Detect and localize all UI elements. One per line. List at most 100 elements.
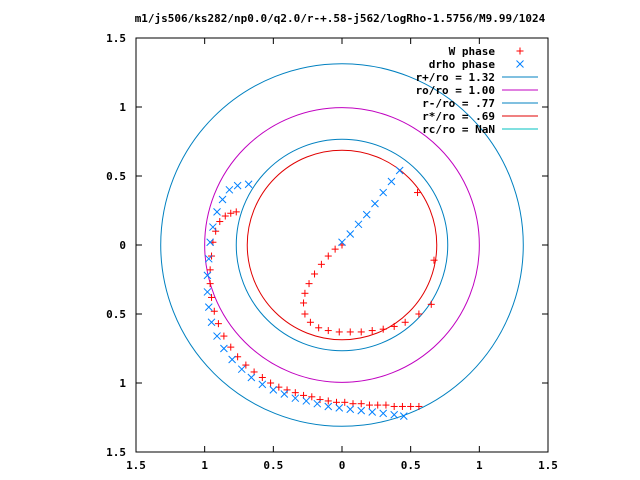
y-tick-label-5: 1 xyxy=(119,377,126,390)
w-phase-point-41 xyxy=(379,325,387,333)
x-tick-label-6: 1.5 xyxy=(538,459,558,472)
drho-phase-point-5 xyxy=(346,405,355,414)
w-phase-point-38 xyxy=(415,310,423,318)
w-phase-point-59 xyxy=(430,256,438,264)
drho-phase-point-24 xyxy=(206,238,215,247)
w-phase-point-40 xyxy=(390,322,398,330)
y-tick-label-1: 1 xyxy=(119,101,126,114)
drho-phase-point-2 xyxy=(379,409,388,418)
w-phase-point-11 xyxy=(324,397,332,405)
w-phase-point-18 xyxy=(267,379,275,387)
w-phase-point-5 xyxy=(374,401,382,409)
legend-label-0: W phase xyxy=(449,45,496,58)
w-phase-point-27 xyxy=(208,293,216,301)
w-phase-point-7 xyxy=(357,400,365,408)
drho-phase-point-17 xyxy=(220,344,228,353)
legend-entry-4: r-/ro = .77 xyxy=(422,97,538,110)
w-phase-point-52 xyxy=(305,280,313,288)
w-phase-point-3 xyxy=(390,402,398,410)
drho-phase-point-34 xyxy=(362,210,371,219)
w-phase-point-13 xyxy=(308,393,316,401)
drho-phase-point-19 xyxy=(207,318,216,327)
reference-rings xyxy=(160,63,524,427)
axes: 1.5 1 0.5 0 0.5 1 1.51.510.500.511.5 xyxy=(106,32,558,472)
drho-phase-point-6 xyxy=(335,403,344,412)
w-phase-point-42 xyxy=(368,327,376,335)
w-phase-point-44 xyxy=(346,328,354,336)
legend-label-3: ro/ro = 1.00 xyxy=(416,84,495,97)
drho-phase-point-31 xyxy=(338,238,346,247)
drho-phase-point-7 xyxy=(324,402,333,411)
w-phase-point-36 xyxy=(232,208,240,216)
w-phase-point-23 xyxy=(227,343,235,351)
drho-phase-point-32 xyxy=(346,230,355,238)
drho-phase-point-35 xyxy=(371,199,379,208)
legend-label-6: rc/ro = NaN xyxy=(422,123,495,136)
w-phase-point-50 xyxy=(300,299,308,307)
drho-phase-point-30 xyxy=(244,180,253,189)
drho-phase-point-12 xyxy=(269,386,278,394)
w-phase-point-46 xyxy=(324,327,332,335)
drho-phase-point-10 xyxy=(291,394,300,403)
legend-marker-1 xyxy=(516,60,524,68)
legend-entry-0: W phase xyxy=(449,45,524,58)
drho-phase-point-26 xyxy=(213,208,221,216)
w-phase-point-21 xyxy=(242,361,250,369)
drho-phase-point-27 xyxy=(218,195,227,204)
y-tick-label-2: 0.5 xyxy=(106,170,126,183)
w-phase-point-9 xyxy=(341,398,349,406)
x-tick-label-5: 1 xyxy=(476,459,483,472)
w-phase-point-49 xyxy=(301,310,309,318)
w-phase-point-16 xyxy=(283,386,291,394)
drho-phase-point-37 xyxy=(387,177,396,186)
legend-label-1: drho phase xyxy=(429,58,496,71)
drho-phase-point-0 xyxy=(399,412,408,420)
ring-3 xyxy=(204,107,480,383)
x-tick-label-1: 1 xyxy=(201,459,208,472)
w-phase-point-35 xyxy=(227,209,235,217)
w-phase-point-39 xyxy=(401,318,409,326)
drho-phase-point-1 xyxy=(390,410,399,419)
drho-phase-point-38 xyxy=(395,166,404,175)
drho-phase-point-15 xyxy=(237,365,246,374)
x-tick-label-3: 0 xyxy=(339,459,346,472)
drho-phase-point-22 xyxy=(203,271,212,280)
drho-phase-point-3 xyxy=(368,408,377,416)
w-phase-point-1 xyxy=(407,402,415,410)
drho-phase-point-25 xyxy=(209,223,217,231)
w-phase-point-45 xyxy=(335,328,343,336)
w-phase-point-15 xyxy=(291,389,299,397)
x-tick-label-2: 0.5 xyxy=(263,459,283,472)
drho-phase-point-18 xyxy=(213,332,221,340)
chart-title: m1/js506/ks282/np0.0/q2.0/r-+.58-j562/lo… xyxy=(135,12,546,25)
w-phase-point-37 xyxy=(427,300,435,308)
w-phase-point-6 xyxy=(365,401,373,409)
w-phase-point-0 xyxy=(415,402,423,410)
data-points xyxy=(203,166,438,420)
y-tick-label-3: 0 xyxy=(119,239,126,252)
w-phase-point-51 xyxy=(301,289,309,297)
w-phase-point-47 xyxy=(315,324,323,332)
legend-entry-6: rc/ro = NaN xyxy=(422,123,538,136)
w-phase-point-43 xyxy=(357,328,365,336)
w-phase-point-34 xyxy=(221,212,229,220)
legend-entry-5: r*/ro = .69 xyxy=(422,110,538,123)
y-tick-label-0: 1.5 xyxy=(106,32,126,45)
w-phase-point-48 xyxy=(306,318,314,326)
drho-phase-point-16 xyxy=(228,355,236,364)
drho-phase-point-8 xyxy=(313,399,322,408)
w-phase-point-54 xyxy=(317,260,325,268)
legend-label-5: r*/ro = .69 xyxy=(422,110,495,123)
w-phase-point-53 xyxy=(311,270,319,278)
ring-5 xyxy=(246,149,438,341)
drho-phase-point-28 xyxy=(225,185,234,194)
x-tick-label-0: 1.5 xyxy=(126,459,146,472)
drho-phase-point-9 xyxy=(302,397,311,405)
legend-entry-3: ro/ro = 1.00 xyxy=(416,84,538,97)
w-phase-point-55 xyxy=(324,252,332,260)
w-phase-point-2 xyxy=(398,402,406,410)
drho-phase-point-33 xyxy=(354,220,363,229)
w-phase-point-12 xyxy=(316,396,324,404)
w-phase-point-58 xyxy=(414,189,422,197)
